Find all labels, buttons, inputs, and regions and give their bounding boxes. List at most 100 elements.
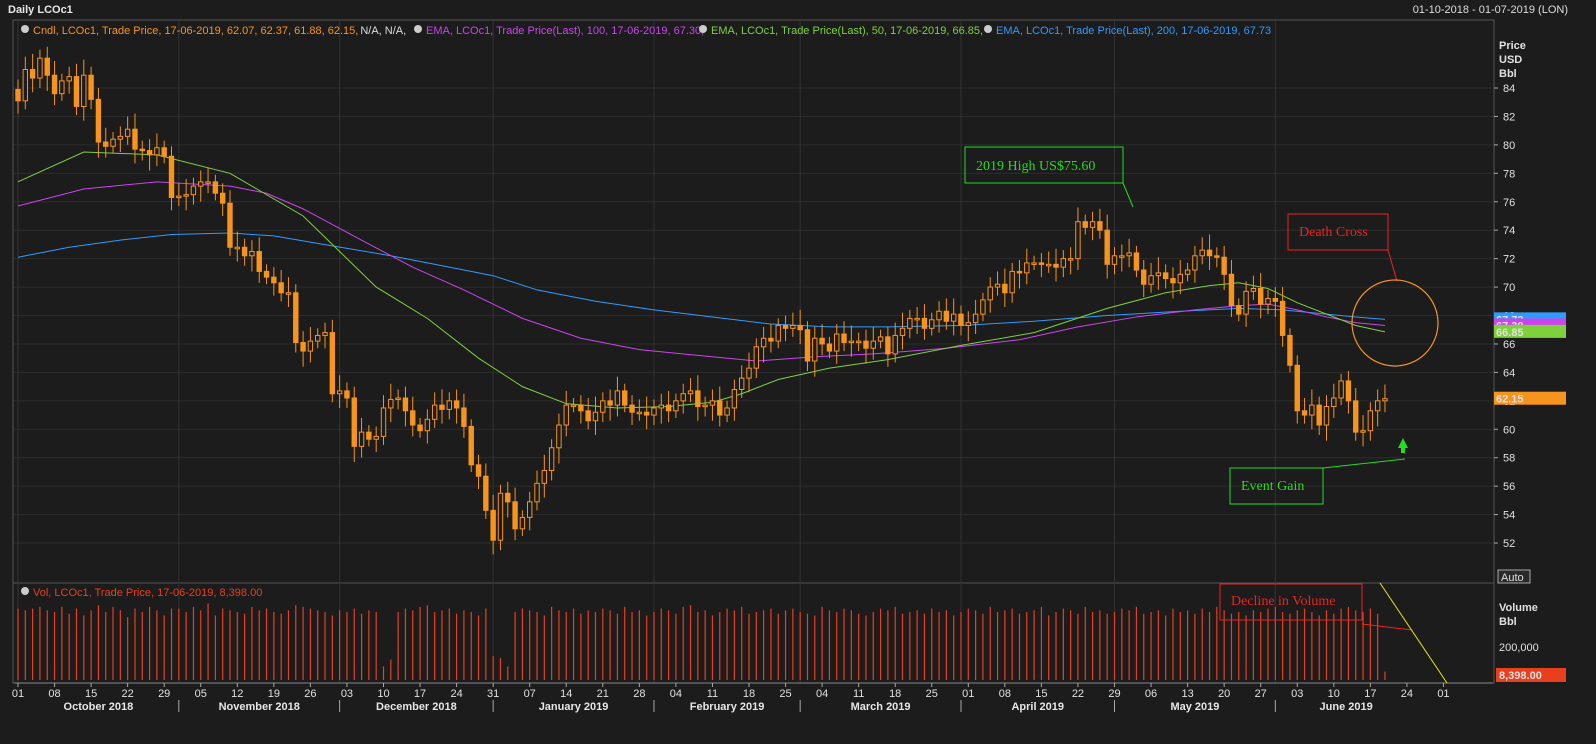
clock-icon bbox=[414, 25, 422, 33]
candle-body bbox=[505, 492, 511, 503]
annotation-decline-volume: Decline in Volume bbox=[1219, 582, 1448, 684]
candle-body bbox=[336, 390, 343, 395]
candle-body bbox=[410, 410, 416, 426]
candle-body bbox=[278, 282, 284, 294]
candle-body bbox=[395, 397, 401, 400]
candle-body bbox=[965, 322, 971, 326]
candle-body bbox=[293, 292, 299, 344]
candle-body bbox=[592, 411, 599, 422]
candle-body bbox=[658, 404, 664, 409]
candle-body bbox=[344, 390, 350, 399]
candle-body bbox=[1309, 404, 1315, 416]
candle-body bbox=[731, 388, 738, 409]
candle-body bbox=[943, 310, 950, 322]
x-tick-label: 07 bbox=[524, 688, 536, 700]
candle-body bbox=[1192, 255, 1198, 271]
volume-tick: 200,000 bbox=[1499, 642, 1539, 654]
candle-body bbox=[44, 57, 50, 76]
x-tick-label: 04 bbox=[816, 688, 828, 700]
candle-body bbox=[1009, 270, 1015, 294]
candle-body bbox=[1038, 262, 1045, 265]
candle-body bbox=[380, 407, 387, 437]
candle-body bbox=[929, 319, 935, 329]
x-tick-label: 29 bbox=[158, 688, 170, 700]
candle-body bbox=[29, 69, 36, 79]
legend-volume: Vol, LCOc1, Trade Price, 17-06-2019, 8,3… bbox=[33, 587, 262, 599]
candle-body bbox=[877, 336, 884, 342]
candle-body bbox=[987, 286, 993, 301]
volume-axis: Volume Bbl 200,000 8,398.00 bbox=[1496, 602, 1566, 682]
x-tick-label: 15 bbox=[85, 688, 97, 700]
x-tick-label: 10 bbox=[377, 688, 389, 700]
candle-body bbox=[1236, 305, 1242, 315]
candle-body bbox=[81, 74, 87, 107]
candle-body bbox=[665, 404, 672, 412]
x-month-label: March 2019 bbox=[851, 701, 911, 713]
candle-body bbox=[797, 324, 803, 331]
candle-body bbox=[322, 332, 328, 336]
candle-body bbox=[212, 181, 219, 194]
candle-body bbox=[1367, 410, 1374, 432]
candle-body bbox=[724, 407, 730, 416]
x-tick-label: 25 bbox=[779, 688, 791, 700]
candle-body bbox=[154, 147, 160, 156]
price-tick-label: 82 bbox=[1503, 111, 1515, 123]
candle-body bbox=[907, 317, 913, 329]
legend-ema50: EMA, LCOc1, Trade Price(Last), 50, 17-06… bbox=[711, 25, 983, 37]
price-tick-label: 52 bbox=[1503, 538, 1515, 550]
x-tick-label: 03 bbox=[1291, 688, 1303, 700]
annotation-decline-volume-text: Decline in Volume bbox=[1231, 594, 1335, 609]
candle-body bbox=[1097, 221, 1103, 231]
chart-title: Daily LCOc1 bbox=[8, 4, 73, 16]
candle-body bbox=[534, 482, 540, 503]
x-tick-label: 17 bbox=[1364, 688, 1376, 700]
x-tick-label: 17 bbox=[414, 688, 426, 700]
candle-body bbox=[219, 192, 226, 204]
candle-body bbox=[358, 431, 365, 447]
x-month-label: May 2019 bbox=[1170, 701, 1219, 713]
candle-body bbox=[1287, 334, 1293, 366]
candle-body bbox=[256, 251, 262, 272]
candle-body bbox=[1162, 272, 1169, 280]
x-month-label: April 2019 bbox=[1011, 701, 1064, 713]
price-badge-text: 66.85 bbox=[1496, 327, 1524, 339]
auto-button[interactable] bbox=[1497, 569, 1531, 584]
candle-body bbox=[300, 342, 306, 352]
candle-body bbox=[1374, 400, 1381, 412]
clock-icon bbox=[699, 25, 707, 33]
x-tick-label: 05 bbox=[195, 688, 207, 700]
candle-body bbox=[958, 313, 964, 326]
volume-bars bbox=[17, 603, 1386, 680]
candle-body bbox=[1024, 262, 1030, 274]
price-badge bbox=[1494, 391, 1566, 405]
candle-body bbox=[417, 424, 423, 432]
candle-body bbox=[717, 400, 723, 416]
candle-body bbox=[1177, 273, 1183, 284]
candle-body bbox=[1360, 430, 1366, 433]
x-tick-label: 08 bbox=[999, 688, 1011, 700]
candle-body bbox=[1338, 380, 1344, 399]
candle-body bbox=[804, 329, 811, 362]
candle-body bbox=[1126, 252, 1132, 257]
candle-body bbox=[1133, 252, 1140, 271]
candle-body bbox=[695, 390, 701, 408]
legend-ema200: EMA, LCOc1, Trade Price(Last), 200, 17-0… bbox=[996, 25, 1271, 37]
candle-body bbox=[461, 407, 467, 427]
x-month-label: November 2018 bbox=[219, 701, 300, 713]
candle-body bbox=[563, 404, 569, 426]
candle-body bbox=[600, 400, 606, 413]
candle-body bbox=[738, 377, 745, 390]
candle-body bbox=[541, 470, 548, 484]
candle-body bbox=[366, 431, 372, 440]
candle-body bbox=[132, 128, 138, 150]
candle-body bbox=[315, 334, 321, 342]
candle-body bbox=[980, 299, 986, 315]
x-month-label: February 2019 bbox=[690, 701, 765, 713]
x-tick-label: 13 bbox=[1181, 688, 1193, 700]
price-panel bbox=[12, 19, 1495, 584]
candle-body bbox=[351, 397, 357, 447]
x-tick-label: 15 bbox=[1035, 688, 1047, 700]
candle-body bbox=[227, 202, 233, 248]
